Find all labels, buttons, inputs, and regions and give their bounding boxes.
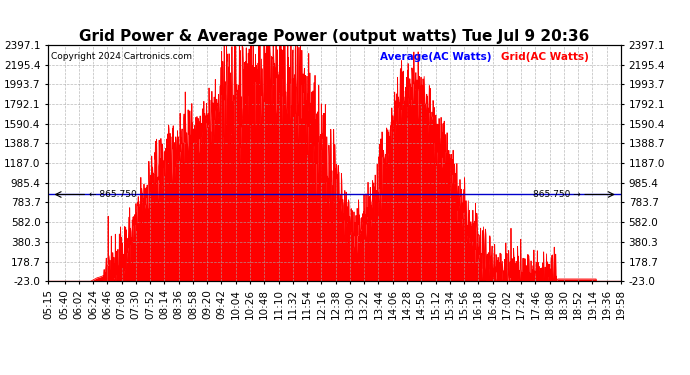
Text: Grid(AC Watts): Grid(AC Watts) bbox=[501, 52, 589, 62]
Text: ← 865.750: ← 865.750 bbox=[88, 190, 136, 199]
Title: Grid Power & Average Power (output watts) Tue Jul 9 20:36: Grid Power & Average Power (output watts… bbox=[79, 29, 590, 44]
Text: 865.750 →: 865.750 → bbox=[533, 190, 581, 199]
Text: Average(AC Watts): Average(AC Watts) bbox=[380, 52, 492, 62]
Text: Copyright 2024 Cartronics.com: Copyright 2024 Cartronics.com bbox=[51, 52, 192, 61]
